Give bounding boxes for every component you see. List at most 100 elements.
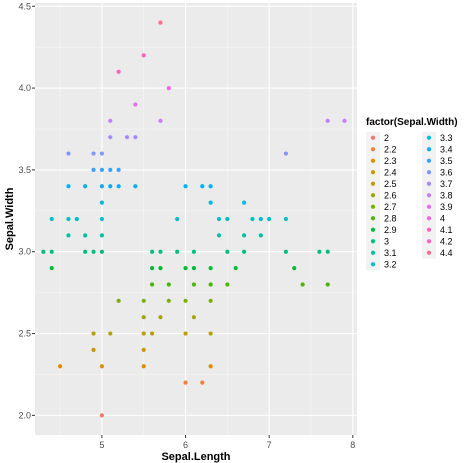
data-point	[233, 265, 238, 271]
y-tick-label: 2.0	[18, 410, 31, 420]
data-point	[241, 249, 247, 254]
data-point	[191, 282, 197, 287]
data-point	[241, 200, 247, 205]
legend-label: 3	[384, 236, 389, 246]
data-point	[283, 249, 289, 254]
data-point	[99, 167, 105, 173]
legend-key-dot	[426, 170, 432, 175]
data-point	[342, 118, 347, 123]
data-point	[99, 151, 105, 156]
data-point	[267, 216, 272, 222]
legend-key-dot	[426, 135, 432, 140]
legend-label: 3.5	[440, 156, 453, 166]
data-point	[141, 364, 146, 369]
data-point	[149, 282, 155, 287]
legend-key-dot	[370, 250, 376, 255]
data-point	[258, 216, 263, 222]
data-point	[225, 249, 230, 254]
data-point	[83, 233, 88, 238]
legend-label: 2.2	[384, 144, 397, 154]
data-point	[91, 167, 96, 173]
x-tick-label: 7	[267, 440, 272, 450]
legend-key-dot	[370, 239, 376, 244]
data-point	[208, 282, 213, 287]
legend-key-dot	[370, 193, 376, 198]
data-point	[208, 265, 213, 271]
data-point	[208, 331, 213, 336]
data-point	[258, 233, 263, 238]
legend-key-dot	[370, 181, 376, 186]
data-point	[57, 364, 63, 369]
data-point	[91, 331, 96, 336]
data-point	[99, 413, 105, 418]
legend-key-dot	[370, 170, 376, 175]
legend-key-dot	[370, 147, 376, 152]
legend-label: 3.8	[440, 190, 453, 200]
grid-lines	[35, 3, 357, 435]
legend-label: 2.3	[384, 156, 397, 166]
data-point	[183, 380, 188, 385]
legend-key-dot	[426, 227, 432, 232]
data-point	[108, 331, 113, 336]
legend-label: 4.2	[440, 236, 453, 246]
legend-label: 2.7	[384, 202, 397, 212]
data-point	[99, 216, 105, 222]
data-point	[191, 265, 197, 271]
data-point	[124, 135, 130, 140]
data-point	[108, 184, 113, 189]
legend-label: 3.6	[440, 167, 453, 177]
data-point	[200, 380, 205, 385]
legend-label: 3.7	[440, 179, 453, 189]
legend-key-dot	[426, 204, 432, 209]
data-point	[141, 298, 146, 303]
y-tick-label: 3.0	[18, 247, 31, 257]
legend: factor(Sepal.Width) 22.22.32.42.52.62.72…	[366, 117, 458, 270]
data-point	[283, 216, 289, 222]
legend-label: 3.1	[384, 248, 397, 258]
data-point	[200, 184, 205, 189]
legend-key-dot	[370, 227, 376, 232]
legend-label: 2.9	[384, 225, 397, 235]
data-point	[149, 331, 155, 336]
data-point	[66, 184, 71, 189]
data-point	[99, 364, 105, 369]
data-point	[183, 331, 188, 336]
data-point	[175, 216, 180, 222]
data-point	[317, 249, 322, 254]
data-point	[158, 249, 163, 254]
legend-key-dot	[426, 250, 432, 255]
data-point	[216, 216, 222, 222]
data-point	[83, 249, 88, 254]
data-point	[116, 69, 121, 74]
data-point	[225, 282, 230, 287]
data-point	[49, 265, 54, 271]
data-point	[158, 118, 163, 123]
data-point	[208, 200, 213, 205]
data-point	[325, 249, 330, 254]
data-point	[166, 282, 171, 287]
data-point	[116, 167, 121, 173]
legend-label: 3.9	[440, 202, 453, 212]
legend-label: 2.4	[384, 167, 397, 177]
y-tick-label: 2.5	[18, 329, 31, 339]
legend-label: 3.3	[440, 133, 453, 143]
data-point	[225, 216, 230, 222]
data-point	[49, 216, 54, 222]
data-point	[108, 167, 113, 173]
data-point	[191, 249, 197, 254]
data-point	[325, 118, 330, 123]
data-point	[74, 216, 79, 222]
data-point	[158, 20, 163, 25]
data-point	[133, 184, 138, 189]
data-point	[250, 216, 255, 222]
data-point	[149, 265, 155, 271]
data-point	[116, 184, 121, 189]
data-point	[66, 216, 71, 222]
x-axis-title: Sepal.Length	[161, 451, 230, 463]
legend-key-dot	[370, 204, 376, 209]
data-point	[91, 151, 96, 156]
y-tick-label: 4.5	[18, 1, 31, 11]
data-point	[283, 151, 289, 156]
data-point	[133, 102, 138, 107]
data-point	[141, 347, 146, 353]
